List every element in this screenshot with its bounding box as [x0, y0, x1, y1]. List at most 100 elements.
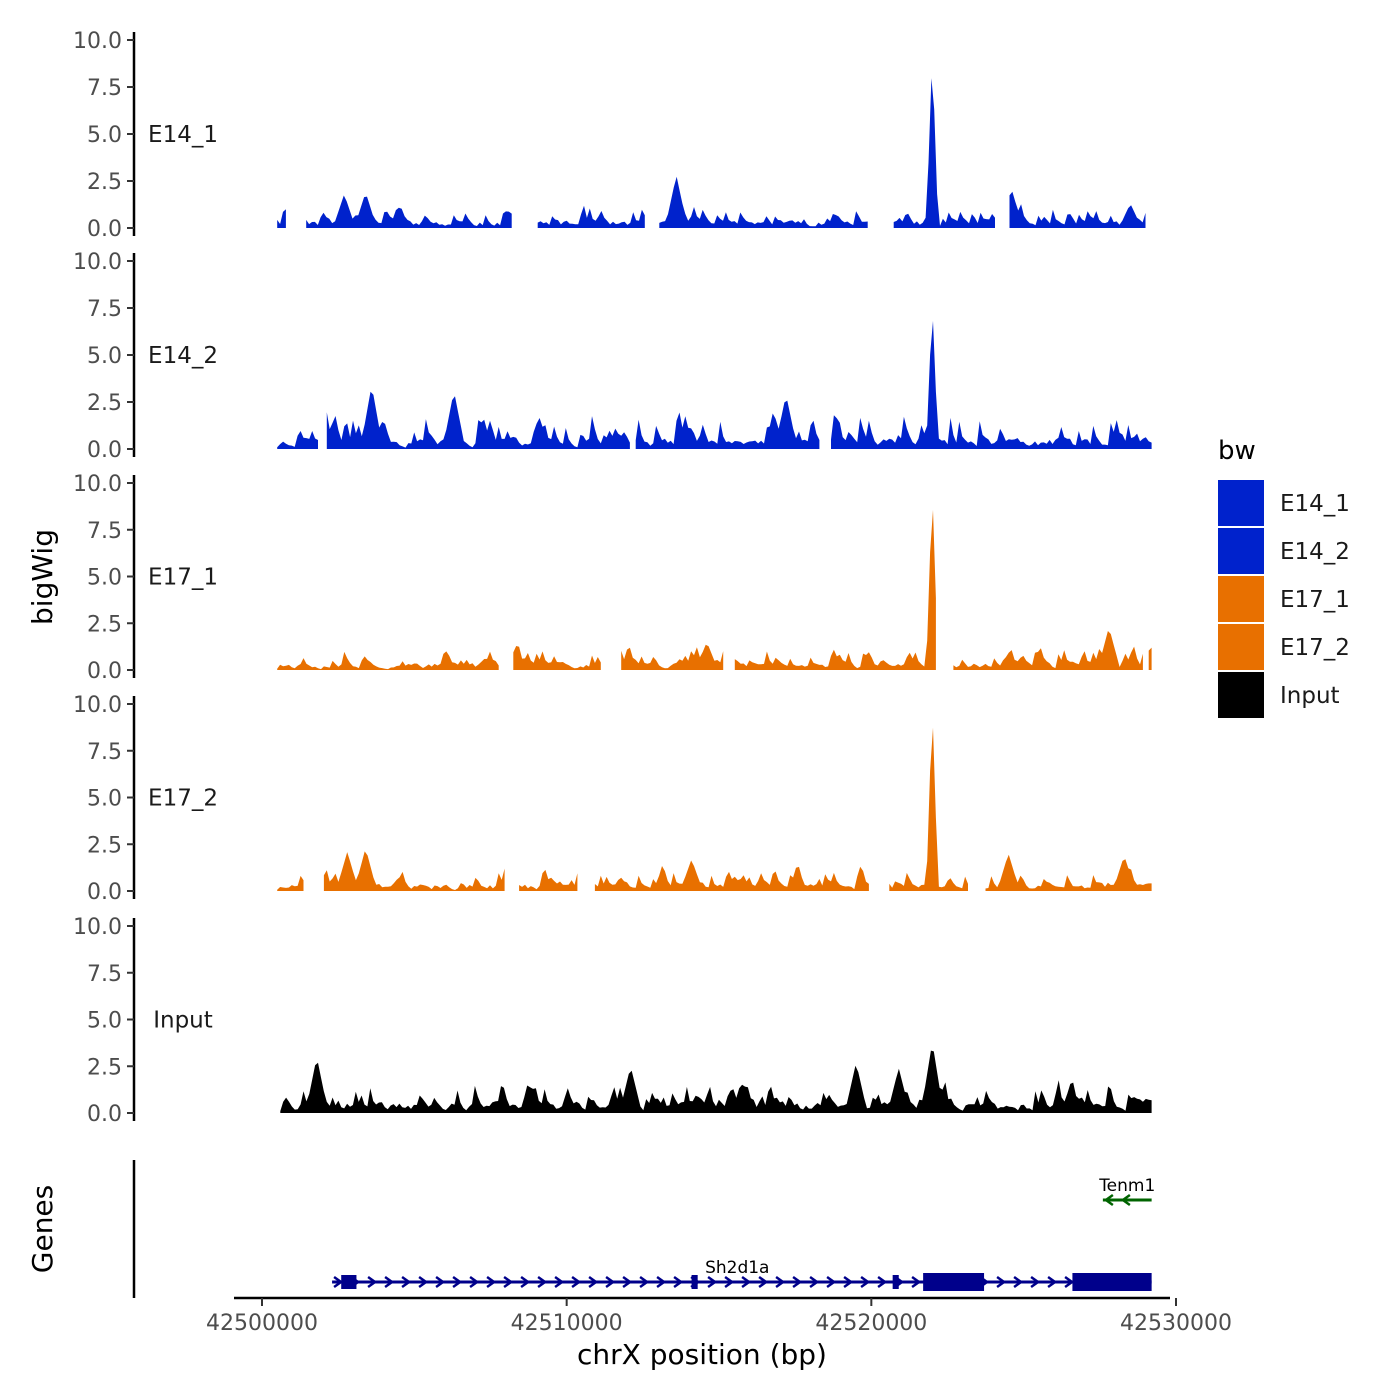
gene-sh2d1a-strand-arrow: [520, 1275, 531, 1289]
gene-sh2d1a-strand-arrow: [367, 1275, 378, 1289]
y-tick-label: 10.0: [73, 915, 122, 940]
gene-sh2d1a-strand-arrow: [486, 1275, 497, 1289]
gene-tenm1-strand-arrow: [1120, 1193, 1131, 1207]
signal-area-e14_2: [277, 320, 1152, 449]
y-tick-label: 5.0: [87, 123, 122, 148]
gene-sh2d1a-strand-arrow: [809, 1275, 820, 1289]
y-tick-label: 2.5: [87, 1055, 122, 1080]
gene-sh2d1a-strand-arrow: [775, 1275, 786, 1289]
y-tick-label: 10.0: [73, 693, 122, 718]
y-tick-label: 0.0: [87, 217, 122, 242]
gene-sh2d1a-strand-arrow: [333, 1275, 344, 1289]
gene-sh2d1a-strand-arrow: [571, 1275, 582, 1289]
gene-sh2d1a-strand-arrow: [452, 1275, 463, 1289]
gene-sh2d1a-strand-arrow: [1047, 1275, 1058, 1289]
gene-sh2d1a-strand-arrow: [826, 1275, 837, 1289]
y-tick-label: 10.0: [73, 29, 122, 54]
signal-area-e14_1: [277, 78, 1146, 228]
gene-sh2d1a-strand-arrow: [537, 1275, 548, 1289]
legend-title: bw: [1218, 436, 1256, 466]
y-tick-label: 7.5: [87, 740, 122, 765]
gene-sh2d1a-strand-arrow: [384, 1275, 395, 1289]
gene-sh2d1a-label: Sh2d1a: [705, 1258, 769, 1278]
y-tick-label: 2.5: [87, 170, 122, 195]
gene-sh2d1a-strand-arrow: [656, 1275, 667, 1289]
signal-area-e17_1: [277, 509, 1152, 670]
gene-sh2d1a-strand-arrow: [860, 1275, 871, 1289]
gene-sh2d1a-strand-arrow: [1064, 1275, 1075, 1289]
y-tick-label: 2.5: [87, 833, 122, 858]
gene-sh2d1a-exon: [341, 1275, 357, 1289]
gene-sh2d1a-strand-arrow: [758, 1275, 769, 1289]
gene-sh2d1a-strand-arrow: [639, 1275, 650, 1289]
gene-sh2d1a-strand-arrow: [724, 1275, 735, 1289]
legend-swatch-e17_2: [1218, 624, 1264, 670]
track-label-input: Input: [153, 1008, 213, 1034]
signal-area-input: [280, 1050, 1152, 1113]
legend-label-e14_1: E14_1: [1280, 491, 1350, 517]
x-axis-title: chrX position (bp): [577, 1338, 827, 1371]
gene-sh2d1a-strand-arrow: [622, 1275, 633, 1289]
gene-sh2d1a-strand-arrow: [435, 1275, 446, 1289]
gene-sh2d1a-exon: [1072, 1273, 1152, 1291]
gene-sh2d1a-strand-arrow: [401, 1275, 412, 1289]
y-tick-label: 5.0: [87, 566, 122, 591]
y-tick-label: 7.5: [87, 962, 122, 987]
x-tick-label: 42530000: [1120, 1311, 1232, 1336]
gene-sh2d1a-strand-arrow: [707, 1275, 718, 1289]
gene-sh2d1a-strand-arrow: [877, 1275, 888, 1289]
gene-sh2d1a-strand-arrow: [843, 1275, 854, 1289]
track-label-e17_2: E17_2: [148, 786, 218, 812]
gene-sh2d1a-exon: [923, 1273, 985, 1291]
y-tick-label: 2.5: [87, 612, 122, 637]
gene-sh2d1a-strand-arrow: [792, 1275, 803, 1289]
y-tick-label: 5.0: [87, 1009, 122, 1034]
y-tick-label: 2.5: [87, 391, 122, 416]
gene-sh2d1a-strand-arrow: [741, 1275, 752, 1289]
y-tick-label: 7.5: [87, 76, 122, 101]
gene-sh2d1a-strand-arrow: [605, 1275, 616, 1289]
gene-tenm1-strand-arrow: [1103, 1193, 1114, 1207]
y-tick-label: 10.0: [73, 250, 122, 275]
gene-sh2d1a-strand-arrow: [673, 1275, 684, 1289]
y-tick-label: 5.0: [87, 787, 122, 812]
legend-swatch-e14_2: [1218, 528, 1264, 574]
gene-sh2d1a-strand-arrow: [588, 1275, 599, 1289]
genes-axis-title: Genes: [26, 1185, 59, 1273]
legend-swatch-e17_1: [1218, 576, 1264, 622]
y-tick-label: 0.0: [87, 438, 122, 463]
legend-label-e17_1: E17_1: [1280, 587, 1350, 613]
track-label-e14_2: E14_2: [148, 343, 218, 369]
y-tick-label: 10.0: [73, 472, 122, 497]
gene-tenm1-label: Tenm1: [1098, 1176, 1155, 1196]
gene-sh2d1a-strand-arrow: [418, 1275, 429, 1289]
gene-sh2d1a-strand-arrow: [554, 1275, 565, 1289]
x-tick-label: 42510000: [511, 1311, 623, 1336]
gene-sh2d1a-strand-arrow: [503, 1275, 514, 1289]
track-label-e14_1: E14_1: [148, 122, 218, 148]
y-tick-label: 0.0: [87, 1102, 122, 1127]
y-tick-label: 7.5: [87, 519, 122, 544]
gene-sh2d1a-strand-arrow: [1030, 1275, 1041, 1289]
gene-sh2d1a-exon: [892, 1275, 899, 1289]
legend-label-e17_2: E17_2: [1280, 635, 1350, 661]
x-tick-label: 42520000: [815, 1311, 927, 1336]
y-axis-title: bigWig: [26, 529, 59, 625]
gene-sh2d1a-strand-arrow: [996, 1275, 1007, 1289]
gene-sh2d1a-exon: [691, 1275, 698, 1289]
legend-label-e14_2: E14_2: [1280, 539, 1350, 565]
signal-area-e17_2: [277, 727, 1152, 891]
track-label-e17_1: E17_1: [148, 565, 218, 591]
x-tick-label: 42500000: [206, 1311, 318, 1336]
y-tick-label: 5.0: [87, 344, 122, 369]
y-tick-label: 7.5: [87, 297, 122, 322]
y-tick-label: 0.0: [87, 880, 122, 905]
gene-sh2d1a-strand-arrow: [1013, 1275, 1024, 1289]
legend-label-input: Input: [1280, 683, 1340, 709]
legend-swatch-e14_1: [1218, 480, 1264, 526]
gene-sh2d1a-strand-arrow: [469, 1275, 480, 1289]
y-tick-label: 0.0: [87, 659, 122, 684]
legend-swatch-input: [1218, 672, 1264, 718]
gene-sh2d1a-strand-arrow: [911, 1275, 922, 1289]
